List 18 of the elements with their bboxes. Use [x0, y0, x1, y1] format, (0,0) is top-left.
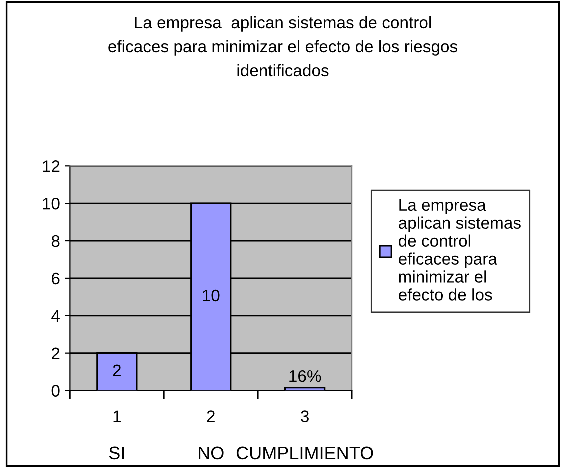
- x-tick-label: 2: [207, 410, 215, 422]
- text: SI: [109, 446, 124, 460]
- legend-label: La empresa aplican sistemas de control eficaces para minimizar el efecto de los: [399, 199, 521, 301]
- data-label: 10: [203, 290, 220, 302]
- y-tick-label: 10: [43, 198, 60, 210]
- y-tick-label: 12: [43, 160, 60, 172]
- y-tick-label: 4: [52, 310, 60, 322]
- data-label: 16%: [290, 370, 322, 382]
- x-tick-label: 1: [114, 410, 121, 422]
- data-label: 2: [113, 364, 121, 376]
- text: CUMPLIMIENTO: [236, 446, 374, 460]
- y-tick-label: 6: [52, 272, 60, 285]
- y-tick-label: 0: [52, 385, 60, 397]
- text: NO: [199, 446, 224, 460]
- y-tick-label: 2: [52, 348, 60, 360]
- y-tick-label: 8: [52, 235, 60, 248]
- x-tick-label: 3: [301, 410, 309, 422]
- chart-title: La empresa aplican sistemas de control eficaces para minimizar el efecto de los riesgos identificados: [108, 16, 458, 77]
